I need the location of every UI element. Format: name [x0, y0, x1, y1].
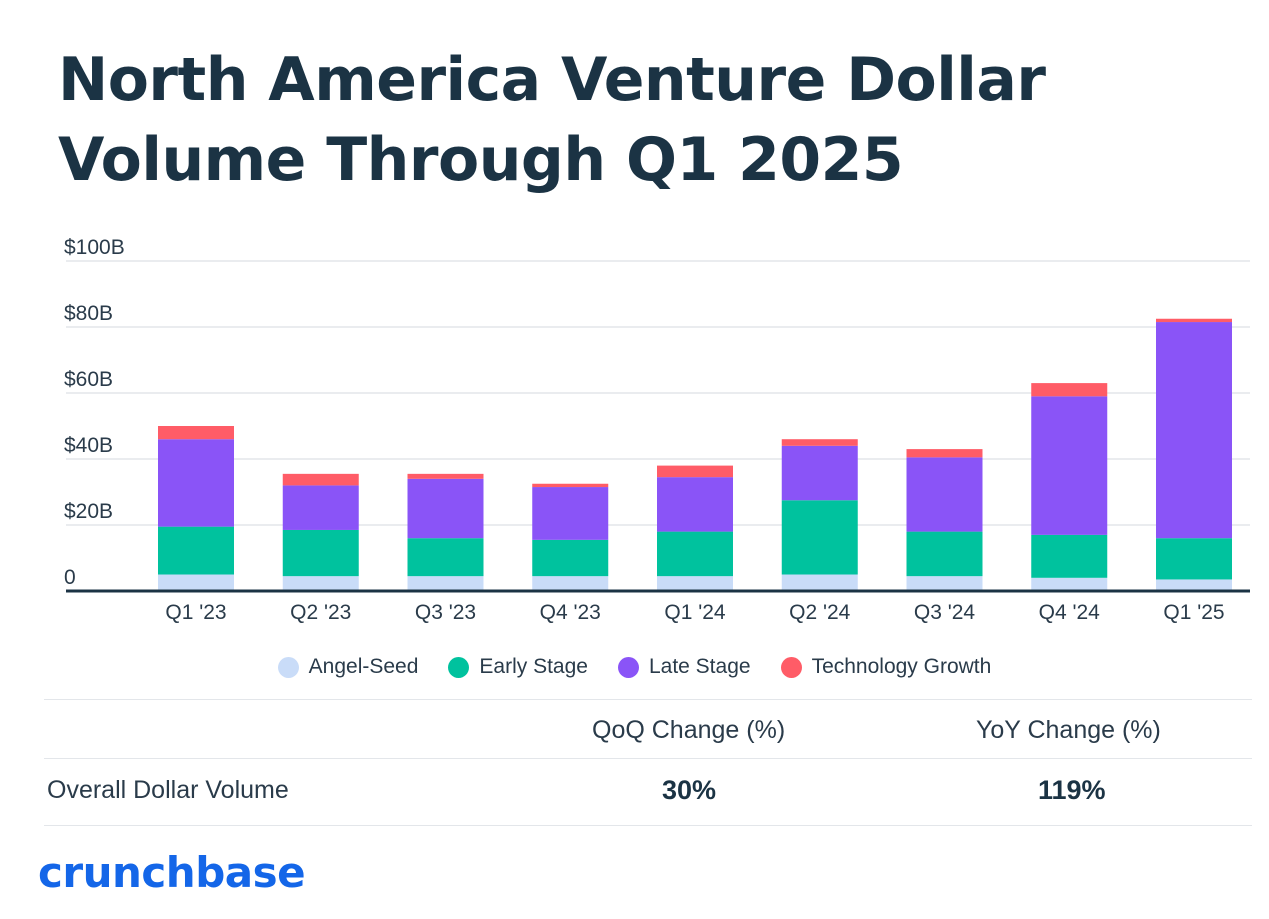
bar-segment-angel-seed	[282, 576, 359, 591]
legend-item-late-stage: Late Stage	[617, 655, 751, 679]
x-tick-label: Q1 '24	[664, 601, 726, 624]
row-label: Overall Dollar Volume	[47, 776, 289, 804]
bar-segment-technology-growth	[657, 465, 733, 478]
qoq-header: QoQ Change (%)	[592, 716, 786, 744]
y-tick-label: $100B	[64, 236, 125, 259]
bar-segment-late-stage	[657, 477, 733, 532]
bar-segment-late-stage	[532, 487, 609, 540]
legend-item-technology-growth: Technology Growth	[780, 655, 992, 679]
bar-segment-angel-seed	[1156, 579, 1232, 591]
bar-segment-technology-growth	[781, 439, 858, 446]
yoy-header: YoY Change (%)	[976, 716, 1161, 744]
bar-segment-angel-seed	[781, 574, 858, 591]
legend-swatch-late-stage	[617, 656, 639, 678]
bar-segment-late-stage	[1156, 322, 1232, 539]
bar-segment-late-stage	[407, 478, 484, 539]
x-tick-label: Q1 '25	[1163, 601, 1224, 624]
table-row: Overall Dollar Volume 30% 119%	[44, 758, 1252, 826]
x-tick-label: Q4 '24	[1039, 601, 1101, 624]
y-tick-label: $80B	[64, 302, 113, 325]
legend-swatch-technology-growth	[780, 656, 802, 678]
stacked-bar-chart: 0 $20B $40B $60B $80B $100B Q1 '23 Q2 '23 Q3 '23…	[64, 236, 1250, 624]
bar-segment-early-stage	[781, 500, 858, 575]
y-tick-label: $40B	[64, 434, 113, 457]
bar-segment-early-stage	[532, 539, 609, 577]
y-tick-label: 0	[64, 566, 76, 589]
bar-segment-angel-seed	[1031, 577, 1108, 591]
bar-segment-late-stage	[158, 439, 234, 527]
bar-segment-technology-growth	[532, 483, 609, 488]
yoy-value: 119%	[1038, 775, 1106, 805]
bar-segment-technology-growth	[1156, 318, 1232, 323]
bar-segment-early-stage	[1156, 538, 1232, 580]
legend-item-early-stage: Early Stage	[448, 655, 588, 679]
bar-segment-early-stage	[407, 538, 484, 577]
bar-segment-technology-growth	[407, 473, 484, 479]
bar-segment-late-stage	[1031, 396, 1108, 535]
table-header-row: QoQ Change (%) YoY Change (%)	[44, 699, 1252, 758]
x-tick-label: Q3 '23	[415, 601, 476, 624]
bar-segment-technology-growth	[158, 426, 234, 440]
crunchbase-logo: crunchbase	[38, 848, 306, 897]
bar-segment-angel-seed	[158, 574, 234, 591]
legend-label: Early Stage	[479, 655, 588, 678]
legend-swatch-early-stage	[448, 656, 470, 678]
change-table: QoQ Change (%) YoY Change (%) Overall Do…	[44, 699, 1252, 826]
bar-segment-late-stage	[906, 457, 983, 532]
bar-segment-early-stage	[657, 531, 733, 577]
bar-segment-early-stage	[158, 526, 234, 575]
legend-label: Late Stage	[648, 655, 751, 678]
legend-swatch-angel-seed	[277, 656, 299, 678]
bar-segment-angel-seed	[657, 576, 733, 591]
x-tick-label: Q1 '23	[165, 601, 226, 624]
x-tick-label: Q3 '24	[914, 601, 976, 624]
bar-segment-technology-growth	[1031, 383, 1108, 397]
legend-label: Technology Growth	[811, 655, 992, 678]
bar-segment-early-stage	[282, 529, 359, 577]
chart-legend: Angel-Seed Early Stage Late Stage Techno…	[0, 655, 1269, 679]
chart-title: North America Venture Dollar Volume Thro…	[58, 45, 1046, 195]
bar-segment-early-stage	[906, 531, 983, 577]
y-tick-label: $60B	[64, 368, 113, 391]
bar-segment-angel-seed	[906, 576, 983, 591]
y-tick-label: $20B	[64, 500, 113, 523]
bar-segment-technology-growth	[906, 449, 983, 458]
bar-segment-angel-seed	[407, 576, 484, 591]
x-tick-label: Q2 '24	[789, 601, 851, 624]
qoq-value: 30%	[662, 775, 717, 805]
bar-segment-early-stage	[1031, 534, 1108, 578]
bar-segment-late-stage	[282, 485, 359, 530]
bar-segment-technology-growth	[282, 473, 359, 486]
legend-item-angel-seed: Angel-Seed	[277, 655, 419, 679]
legend-label: Angel-Seed	[308, 655, 419, 678]
x-tick-label: Q4 '23	[540, 601, 601, 624]
bar-segment-angel-seed	[532, 576, 609, 591]
bar-segment-late-stage	[781, 445, 858, 501]
x-tick-label: Q2 '23	[290, 601, 351, 624]
